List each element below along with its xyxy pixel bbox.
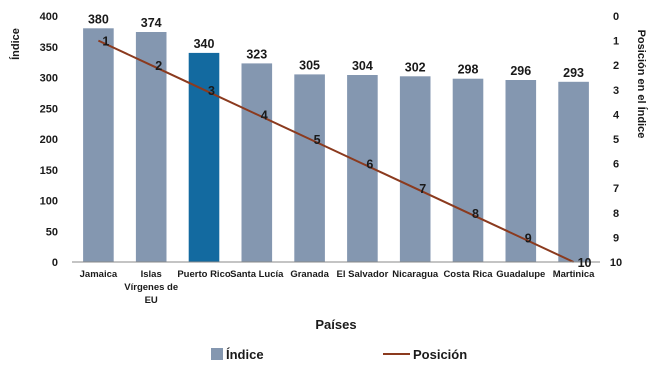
y2-tick-label: 1 bbox=[613, 36, 619, 48]
legend-label-line: Posición bbox=[413, 347, 467, 362]
position-point-label: 9 bbox=[525, 231, 532, 245]
y2-tick-label: 2 bbox=[613, 60, 619, 72]
y-tick-label: 250 bbox=[40, 103, 58, 115]
bar bbox=[452, 78, 484, 262]
x-tick-label: Guadalupe bbox=[496, 269, 545, 280]
legend-label-bar: Índice bbox=[226, 347, 264, 362]
bar-value-label: 380 bbox=[88, 12, 109, 26]
position-point-label: 8 bbox=[472, 207, 479, 221]
bar bbox=[399, 76, 431, 262]
bar-value-label: 304 bbox=[352, 59, 373, 73]
position-point-label: 5 bbox=[314, 133, 321, 147]
y2-tick-label: 7 bbox=[613, 183, 619, 195]
x-tick-label: Martinica bbox=[553, 269, 595, 280]
y-tick-label: 150 bbox=[40, 165, 58, 177]
bar bbox=[558, 81, 589, 262]
x-tick-label: Granada bbox=[290, 269, 329, 280]
position-point-label: 10 bbox=[578, 256, 592, 270]
bar-value-label: 296 bbox=[510, 64, 531, 78]
x-tick-label: Vírgenes de bbox=[124, 282, 178, 293]
bar-value-label: 340 bbox=[194, 37, 215, 51]
y2-tick-label: 10 bbox=[610, 257, 622, 269]
position-point-label: 6 bbox=[366, 158, 373, 172]
x-axis-title: Países bbox=[315, 317, 356, 332]
bar-value-label: 323 bbox=[246, 47, 267, 61]
position-point-label: 2 bbox=[155, 59, 162, 73]
legend-swatch-bar bbox=[211, 348, 223, 360]
y2-tick-label: 8 bbox=[613, 208, 619, 220]
y-tick-label: 50 bbox=[46, 226, 58, 238]
position-point-label: 1 bbox=[102, 35, 109, 49]
position-point-label: 3 bbox=[208, 84, 215, 98]
axes: 0 50 100 150 200 250 300 350 400 0 1 2 3 4 5 6 7 8 9 10 Jama… bbox=[9, 11, 648, 332]
bar bbox=[188, 52, 220, 263]
bar bbox=[241, 63, 273, 263]
y2-tick-label: 5 bbox=[613, 134, 619, 146]
x-tick-label: Costa Rica bbox=[443, 269, 493, 280]
y2-tick-label: 4 bbox=[613, 109, 620, 121]
y2-tick-label: 3 bbox=[613, 85, 619, 97]
y-tick-label: 200 bbox=[40, 134, 58, 146]
bar bbox=[294, 74, 325, 263]
y-tick-label: 100 bbox=[40, 196, 58, 208]
x-tick-label: Nicaragua bbox=[392, 269, 439, 280]
y2-tick-label: 6 bbox=[613, 159, 619, 171]
y2-axis-title: Posición en el Índice bbox=[635, 30, 648, 139]
y-tick-label: 300 bbox=[40, 73, 58, 85]
position-line bbox=[97, 39, 575, 263]
y-tick-label: 350 bbox=[40, 42, 58, 54]
position-point-label: 7 bbox=[419, 182, 426, 196]
y-tick-label: 0 bbox=[52, 257, 58, 269]
x-tick-label: Islas bbox=[141, 269, 162, 280]
bar-value-label: 374 bbox=[141, 16, 162, 30]
y-tick-label: 400 bbox=[40, 11, 58, 23]
legend: Índice Posición bbox=[211, 347, 467, 362]
x-tick-label: Jamaica bbox=[80, 269, 118, 280]
x-tick-label: Puerto Rico bbox=[177, 269, 231, 280]
bar-value-label: 302 bbox=[405, 60, 426, 74]
labels: 380 374 340 323 305 304 302 298 296 293 1 2 3 4 5 6 7 8 9 1… bbox=[88, 12, 592, 270]
position-point-label: 4 bbox=[261, 108, 268, 122]
bar-value-label: 305 bbox=[299, 58, 320, 72]
line-series bbox=[97, 39, 575, 263]
bar-value-label: 298 bbox=[458, 63, 479, 77]
y2-tick-label: 0 bbox=[613, 11, 619, 23]
bar-value-label: 293 bbox=[563, 66, 584, 80]
bar bbox=[83, 28, 114, 262]
x-tick-label: Santa Lucía bbox=[230, 269, 284, 280]
x-tick-label: EU bbox=[145, 295, 158, 306]
x-tick-label: El Salvador bbox=[337, 269, 389, 280]
y2-tick-label: 9 bbox=[613, 232, 619, 244]
y-axis-title: Índice bbox=[9, 28, 22, 60]
